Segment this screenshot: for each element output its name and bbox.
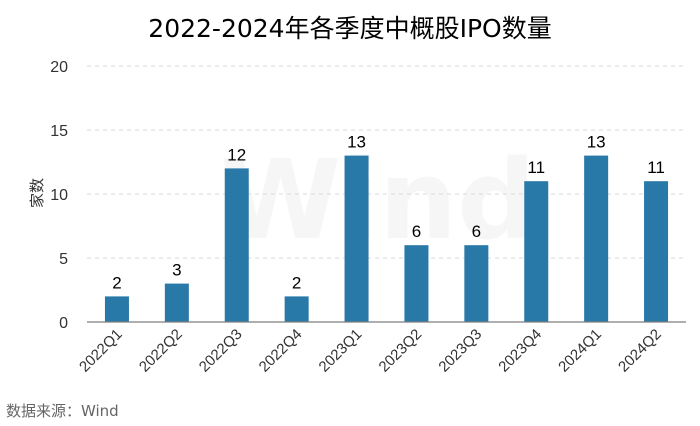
bar-2022q4 <box>284 296 309 322</box>
bar-2022q3 <box>224 168 249 322</box>
data-label-2022q2: 3 <box>172 261 181 280</box>
x-tick-label: 2024Q1 <box>555 326 605 376</box>
data-label-2022q1: 2 <box>112 273 121 292</box>
data-label-2023q4: 11 <box>527 158 545 177</box>
bar-2023q4 <box>524 181 549 322</box>
data-label-2024q2: 11 <box>647 158 665 177</box>
data-label-2022q3: 12 <box>227 145 246 164</box>
y-tick-label: 5 <box>59 251 68 268</box>
x-tick-label: 2024Q2 <box>615 326 665 376</box>
bars <box>104 155 669 322</box>
x-tick-label: 2022Q2 <box>136 326 186 376</box>
data-labels: 2 3 12 2 13 6 6 11 13 11 <box>112 133 665 293</box>
y-tick-label: 20 <box>50 59 68 76</box>
x-tick-label: 2023Q1 <box>316 326 366 376</box>
data-label-2024q1: 13 <box>587 133 606 152</box>
data-label-2023q1: 13 <box>347 133 366 152</box>
x-axis-ticks: 2022Q1 2022Q2 2022Q3 2022Q4 2023Q1 2023Q2 2023… <box>76 326 665 376</box>
y-axis-label: 家数 <box>28 178 46 208</box>
x-tick-label: 2023Q3 <box>435 326 485 376</box>
y-tick-label: 15 <box>50 123 68 140</box>
y-tick-label: 10 <box>50 187 68 204</box>
x-tick-label: 2022Q4 <box>256 326 306 376</box>
bar-2022q2 <box>164 283 189 322</box>
bar-2024q2 <box>644 181 669 322</box>
data-label-2022q4: 2 <box>292 273 301 292</box>
data-label-2023q2: 6 <box>412 222 421 241</box>
source-note: 数据来源：Wind <box>6 402 119 420</box>
y-axis-ticks: 0 5 10 15 20 <box>50 59 68 332</box>
data-label-2023q3: 6 <box>472 222 481 241</box>
x-tick-label: 2022Q1 <box>76 326 126 376</box>
bar-2022q1 <box>104 296 129 322</box>
y-tick-label: 0 <box>59 315 68 332</box>
bar-2023q2 <box>404 245 429 322</box>
bar-2023q1 <box>344 155 369 322</box>
bar-2023q3 <box>464 245 489 322</box>
bar-2024q1 <box>584 155 609 322</box>
watermark-text: Wind <box>220 136 536 264</box>
x-tick-label: 2023Q2 <box>376 326 426 376</box>
chart-title: 2022-2024年各季度中概股IPO数量 <box>148 14 551 43</box>
x-tick-label: 2022Q3 <box>196 326 246 376</box>
x-tick-label: 2023Q4 <box>495 326 545 376</box>
